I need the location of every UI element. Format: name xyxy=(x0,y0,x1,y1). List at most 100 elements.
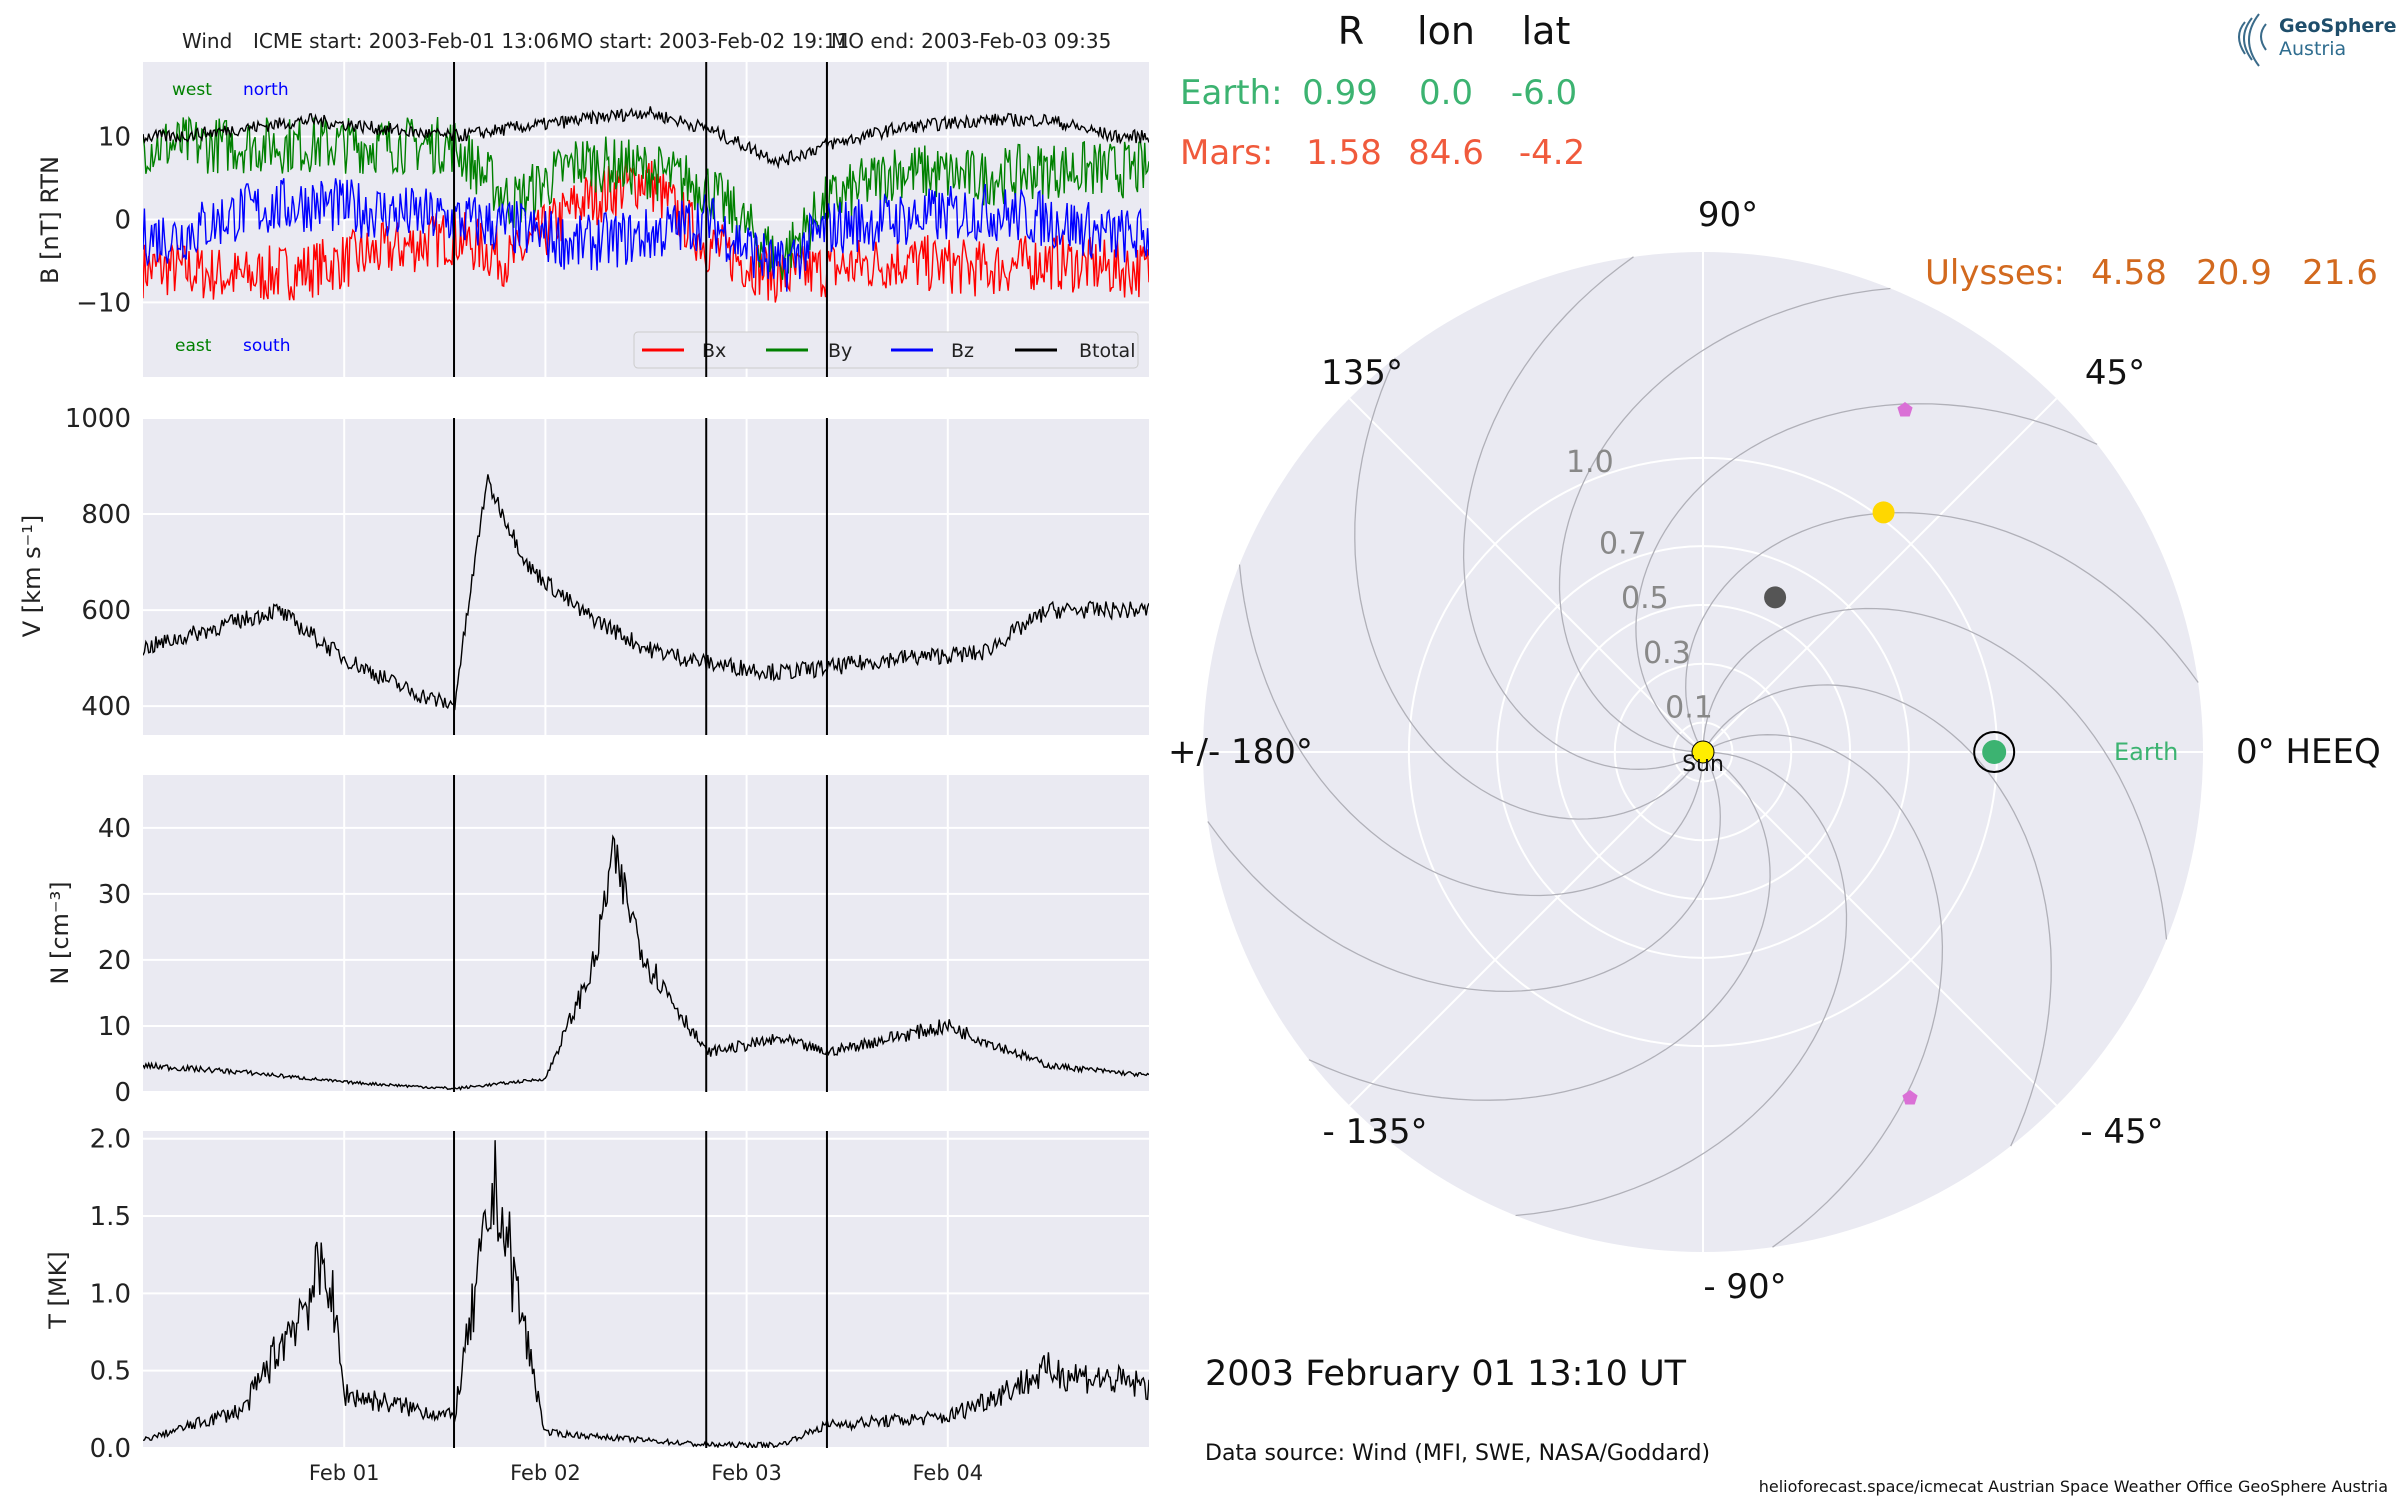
mo-start-label: MO start: 2003-Feb-02 19:11 xyxy=(560,29,849,53)
angle-label-90: 90° xyxy=(1698,195,1758,235)
logo-mark-icon xyxy=(2238,13,2267,67)
geosphere-logo: GeoSphere Austria xyxy=(2238,13,2397,67)
ytick-label-v: 400 xyxy=(81,692,131,722)
panel-v-ylabel: V [km s⁻¹] xyxy=(18,515,46,637)
row-mars-lat: -4.2 xyxy=(1519,133,1585,173)
trace-b-btotal xyxy=(143,106,1149,170)
polar-spoke xyxy=(1348,751,1704,1107)
parker-spiral-line xyxy=(1558,287,1891,753)
yellow-planet-marker xyxy=(1872,501,1895,524)
trace-t-value xyxy=(143,1140,1149,1448)
ytick-label-n: 10 xyxy=(98,1012,131,1042)
angle-label-135: 135° xyxy=(1321,353,1403,393)
grey-planet-marker xyxy=(1764,586,1787,609)
panel-t-background xyxy=(143,1131,1149,1448)
data-source-label: Data source: Wind (MFI, SWE, NASA/Goddar… xyxy=(1205,1441,1710,1466)
position-table: R lon lat Earth: 0.99 0.0 -6.0 Mars: 1.5… xyxy=(1180,9,2378,293)
ytick-label-b: 0 xyxy=(114,206,131,236)
polar-spoke xyxy=(1702,751,2058,1107)
panel-v-grid xyxy=(143,417,1149,735)
sun-label: Sun xyxy=(1682,752,1724,777)
annotation-south: south xyxy=(243,336,290,356)
timeseries-header: Wind ICME start: 2003-Feb-01 13:06 MO st… xyxy=(182,29,1111,53)
panel-t-traces xyxy=(143,1140,1149,1448)
panel-magnetic-field: 100−10 B [nT] RTN west north east south … xyxy=(36,62,1149,377)
legend: Bx By Bz Btotal xyxy=(633,331,1139,369)
trace-b-by xyxy=(143,115,1149,280)
ytick-label-n: 40 xyxy=(98,814,131,844)
xtick-feb03: Feb 03 xyxy=(711,1461,782,1485)
ytick-label-n: 20 xyxy=(98,946,131,976)
parker-spiral-line xyxy=(1207,751,1721,993)
panel-n-grid xyxy=(143,775,1149,1093)
ytick-label-v: 800 xyxy=(81,500,131,530)
panel-b-ylabel: B [nT] RTN xyxy=(36,156,64,284)
spacecraft-marker-lower xyxy=(1902,1090,1918,1105)
parker-spiral-line xyxy=(1702,607,2168,940)
row-earth-name: Earth: xyxy=(1180,73,1283,113)
polar-markers xyxy=(1691,402,2016,1105)
parker-spiral-line xyxy=(1515,751,1848,1217)
spacecraft-marker-upper xyxy=(1897,402,1913,417)
trace-v-value xyxy=(143,474,1149,711)
panel-b-traces xyxy=(143,106,1149,303)
ytick-label-b: −10 xyxy=(76,288,131,318)
parker-spiral-line xyxy=(1354,357,1704,820)
row-ulysses-lon: 20.9 xyxy=(2196,253,2272,293)
row-mars-lon: 84.6 xyxy=(1408,133,1484,173)
angle-label-180: +/- 180° xyxy=(1168,732,1313,772)
legend-label-bx: Bx xyxy=(702,340,726,362)
panel-b-yticks: 10 0 −10 xyxy=(76,123,131,319)
trace-b-bz xyxy=(143,178,1149,292)
mo-end-label: MO end: 2003-Feb-03 09:35 xyxy=(831,29,1111,53)
sun-marker xyxy=(1691,740,1715,764)
earth-label: Earth xyxy=(2114,738,2178,766)
panel-temperature: 2.0 1.5 1.0 0.5 0.0 T [MK] xyxy=(44,1125,1149,1464)
ytick-label-v: 1000 xyxy=(65,404,131,434)
angle-label-minus45: - 45° xyxy=(2080,1112,2163,1152)
ytick-label-n: 30 xyxy=(98,880,131,910)
row-mars-r: 1.58 xyxy=(1306,133,1382,173)
spacecraft-name: Wind xyxy=(182,29,232,53)
annotation-east: east xyxy=(175,336,212,356)
panel-speed: 1000 800 600 400 V [km s⁻¹] xyxy=(18,404,1149,735)
polar-plot: 0.1 0.3 0.5 0.7 1.0 Sun Earth 90° 45° 0° HEE… xyxy=(1168,195,2381,1307)
ytick-label-v: 600 xyxy=(81,596,131,626)
legend-label-by: By xyxy=(828,340,852,362)
xtick-feb01: Feb 01 xyxy=(309,1461,380,1485)
table-header-lat: lat xyxy=(1522,9,1571,53)
parker-spiral-line xyxy=(1308,751,1771,1101)
xtick-feb02: Feb 02 xyxy=(510,1461,581,1485)
row-earth-r: 0.99 xyxy=(1302,73,1378,113)
panel-n-traces xyxy=(143,834,1149,1091)
angle-label-minus90: - 90° xyxy=(1703,1267,1786,1307)
logo-line1: GeoSphere xyxy=(2279,15,2397,37)
panel-v-yticks: 1000 800 600 400 xyxy=(65,404,131,722)
panel-n-ylabel: N [cm⁻³] xyxy=(46,881,74,984)
radial-label: 1.0 xyxy=(1566,445,1614,480)
polar-spoke xyxy=(1702,397,2058,753)
angle-label-45: 45° xyxy=(2085,353,2145,393)
angle-label-minus135: - 135° xyxy=(1323,1112,1428,1152)
parker-spiral-line xyxy=(1702,734,1944,1248)
icme-start-label: ICME start: 2003-Feb-01 13:06 xyxy=(253,29,559,53)
panel-t-yticks: 2.0 1.5 1.0 0.5 0.0 xyxy=(90,1125,131,1464)
ytick-label-b: 10 xyxy=(98,123,131,153)
ytick-label-t: 0.0 xyxy=(90,1434,131,1464)
legend-label-btotal: Btotal xyxy=(1079,340,1135,362)
row-ulysses-name: Ulysses: xyxy=(1925,253,2065,293)
event-boundary-lines xyxy=(453,62,828,1448)
row-earth-lon: 0.0 xyxy=(1419,73,1473,113)
parker-spirals xyxy=(1207,256,2199,1248)
parker-spiral-line xyxy=(1702,684,2052,1147)
parker-spiral-line xyxy=(1238,564,1704,897)
polar-grid xyxy=(1203,252,2203,1252)
radial-label: 0.1 xyxy=(1665,690,1713,725)
annotation-north: north xyxy=(243,80,289,100)
radial-label: 0.5 xyxy=(1621,581,1669,616)
xtick-feb04: Feb 04 xyxy=(913,1461,984,1485)
parker-spiral-line xyxy=(1685,511,2199,753)
x-axis-labels: Feb 01 Feb 02 Feb 03 Feb 04 xyxy=(309,1461,983,1485)
parker-spiral-line xyxy=(1462,256,1704,770)
